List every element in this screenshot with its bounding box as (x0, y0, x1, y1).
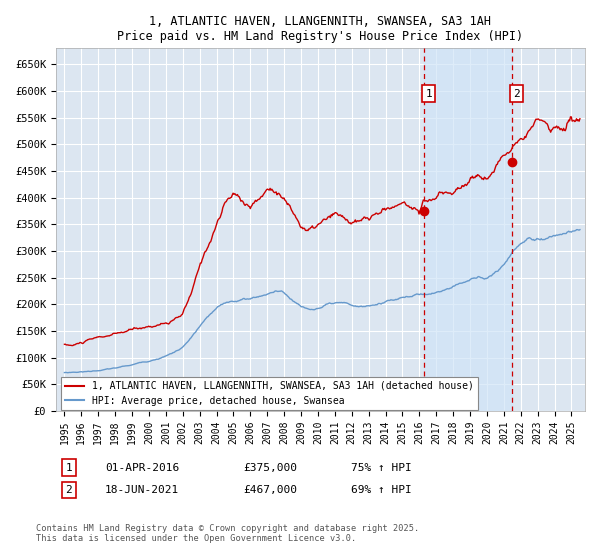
Text: 1: 1 (425, 88, 432, 99)
Legend: 1, ATLANTIC HAVEN, LLANGENNITH, SWANSEA, SA3 1AH (detached house), HPI: Average : 1, ATLANTIC HAVEN, LLANGENNITH, SWANSEA,… (61, 377, 478, 410)
Text: 2: 2 (65, 485, 73, 495)
Text: £375,000: £375,000 (243, 463, 297, 473)
Text: 2: 2 (514, 88, 520, 99)
Text: 75% ↑ HPI: 75% ↑ HPI (351, 463, 412, 473)
Text: 1: 1 (65, 463, 73, 473)
Text: 69% ↑ HPI: 69% ↑ HPI (351, 485, 412, 495)
Text: 01-APR-2016: 01-APR-2016 (105, 463, 179, 473)
Title: 1, ATLANTIC HAVEN, LLANGENNITH, SWANSEA, SA3 1AH
Price paid vs. HM Land Registry: 1, ATLANTIC HAVEN, LLANGENNITH, SWANSEA,… (118, 15, 524, 43)
Text: Contains HM Land Registry data © Crown copyright and database right 2025.
This d: Contains HM Land Registry data © Crown c… (36, 524, 419, 543)
Text: 18-JUN-2021: 18-JUN-2021 (105, 485, 179, 495)
Bar (424, 48, 512, 411)
Text: £467,000: £467,000 (243, 485, 297, 495)
